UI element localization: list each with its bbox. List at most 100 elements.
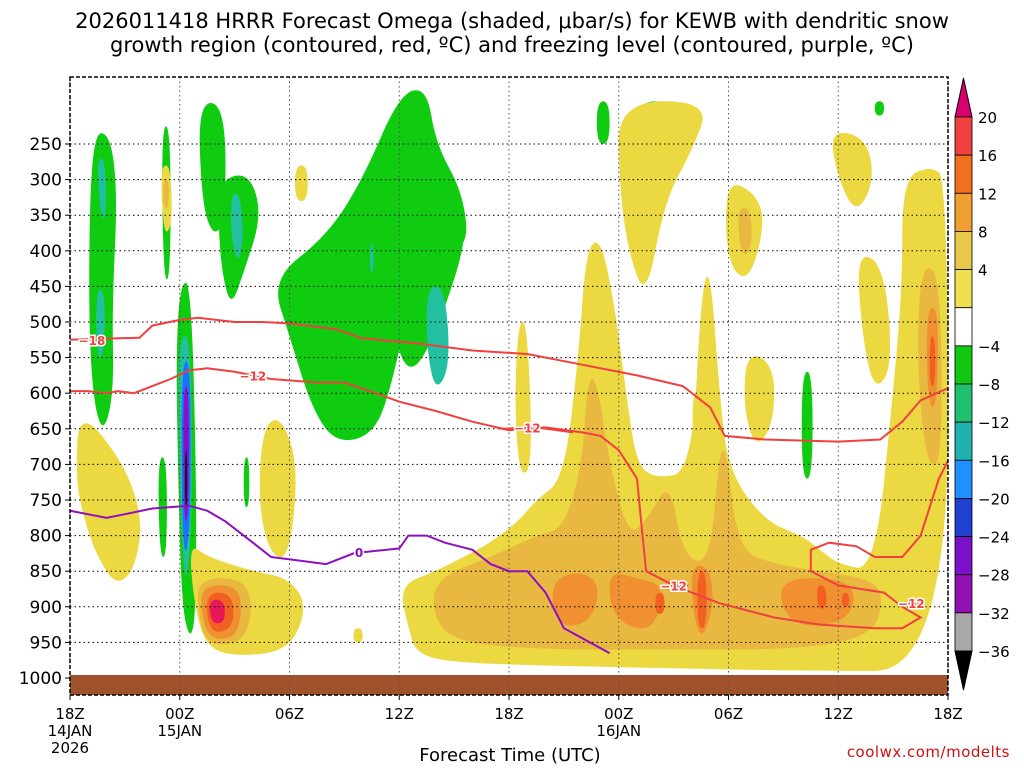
y-tick-label-600: 600: [30, 384, 62, 404]
y-tick-label-700: 700: [30, 455, 62, 475]
dgz-contour-label-4: −12: [898, 597, 925, 611]
x-tick-label-24: 18Z: [494, 705, 523, 723]
chart-title-line-1: 2026011418 HRRR Forecast Omega (shaded, …: [75, 9, 949, 33]
omega-region-44: [929, 336, 936, 387]
dgz-contour-label-3: −12: [660, 579, 687, 593]
colorbar-band-0: [954, 116, 973, 156]
omega-region-18: [596, 101, 610, 144]
colorbar-label-10: −24: [978, 529, 1010, 547]
colorbar-band-5: [954, 307, 973, 347]
chart-title-line-2: growth region (contoured, red, ºC) and f…: [110, 33, 914, 57]
y-tick-label-450: 450: [30, 277, 62, 297]
credit-text: coolwx.com/modelts: [846, 743, 1010, 761]
omega-region-45: [552, 573, 598, 626]
colorbar-label-3: 8: [978, 223, 988, 241]
omega-shading: [76, 90, 948, 671]
colorbar-band-10: [954, 498, 973, 537]
omega-region-41: [433, 379, 881, 650]
omega-region-2: [96, 289, 105, 359]
y-tick-label-500: 500: [30, 313, 62, 333]
y-tick-label-550: 550: [30, 349, 62, 369]
omega-region-17: [370, 243, 374, 273]
omega-region-34: [618, 101, 703, 284]
y-tick-label-800: 800: [30, 527, 62, 547]
y-tick-label-850: 850: [30, 562, 62, 582]
x-tick-label-12: 06Z: [275, 705, 304, 723]
colorbar-label-9: −20: [978, 490, 1010, 508]
y-tick-label-350: 350: [30, 206, 62, 226]
colorbar-label-0: 20: [978, 109, 997, 127]
colorbar-band-9: [954, 459, 973, 499]
omega-region-40: [744, 356, 775, 442]
omega-region-0: [89, 133, 117, 426]
colorbar-band-4: [954, 269, 973, 309]
omega-region-26: [259, 420, 296, 557]
omega-region-12: [185, 450, 188, 508]
colorbar-band-3: [954, 231, 973, 270]
x-tick-sublabel-30-0: 16JAN: [596, 722, 641, 740]
x-tick-label-30: 00Z: [604, 705, 633, 723]
omega-region-53: [353, 628, 363, 643]
colorbar-band-11: [954, 536, 973, 576]
y-tick-label-250: 250: [30, 135, 62, 155]
x-tick-sublabel-6-0: 15JAN: [157, 722, 202, 740]
omega-region-47: [655, 592, 665, 614]
omega-region-37: [738, 208, 752, 255]
colorbar-band-8: [954, 421, 973, 461]
colorbar-band-2: [954, 192, 973, 232]
dgz-contour-1: [70, 367, 948, 630]
colorbar-label-12: −32: [978, 605, 1010, 623]
colorbar-label-6: −8: [978, 376, 1000, 394]
colorbar-band-12: [954, 574, 973, 614]
omega-region-13: [243, 457, 250, 508]
y-tick-label-1000: 1000: [19, 669, 62, 689]
x-axis-title: Forecast Time (UTC): [419, 745, 601, 766]
x-tick-sublabel-0-1: 2026: [51, 739, 89, 757]
y-tick-label-400: 400: [30, 242, 62, 262]
colorbar: 20 16 12 8 4 −4 −8 −12 −16 −20 −24 −28 −32 −36: [954, 77, 1010, 691]
freezing-level-line: [70, 504, 611, 654]
dgz-contour-0: [70, 316, 948, 443]
dgz-contour-2: [499, 426, 574, 434]
colorbar-top-arrow: [954, 77, 973, 118]
dgz-contour-label-2: −12: [514, 421, 541, 435]
x-tick-label-0: 18Z: [55, 705, 84, 723]
omega-region-16: [426, 286, 449, 385]
omega-region-52: [841, 592, 850, 607]
y-tick-label-950: 950: [30, 633, 62, 653]
omega-region-15: [384, 184, 465, 367]
colorbar-label-11: −28: [978, 567, 1010, 585]
omega-region-21: [874, 101, 884, 116]
x-tick-sublabel-0-0: 14JAN: [48, 722, 93, 740]
omega-region-20: [801, 371, 813, 479]
omega-region-7: [231, 193, 243, 258]
dgz-contour-label-0: −18: [79, 334, 106, 348]
y-tick-label-300: 300: [30, 171, 62, 191]
dgz-contour-label-1: −12: [240, 369, 267, 383]
omega-region-31: [295, 165, 308, 201]
omega-region-33: [515, 322, 531, 473]
colorbar-bottom-arrow: [954, 650, 973, 691]
colorbar-label-13: −36: [978, 643, 1010, 661]
colorbar-band-6: [954, 345, 973, 385]
omega-region-30: [209, 599, 225, 624]
omega-region-24: [163, 179, 169, 209]
colorbar-label-2: 12: [978, 185, 997, 203]
colorbar-band-1: [954, 154, 973, 194]
x-tick-label-36: 06Z: [714, 705, 743, 723]
colorbar-band-7: [954, 383, 973, 423]
x-tick-label-42: 12Z: [824, 705, 853, 723]
omega-region-51: [817, 585, 827, 609]
x-tick-label-48: 18Z: [933, 705, 962, 723]
colorbar-label-8: −16: [978, 452, 1010, 470]
omega-region-38: [832, 132, 872, 207]
omega-region-39: [858, 256, 891, 384]
omega-region-1: [98, 158, 106, 219]
colorbar-label-7: −12: [978, 414, 1010, 432]
colorbar-band-13: [954, 612, 973, 652]
colorbar-label-4: 4: [978, 262, 988, 280]
colorbar-label-1: 16: [978, 147, 997, 165]
omega-region-50: [781, 578, 854, 626]
omega-region-49: [697, 571, 707, 629]
